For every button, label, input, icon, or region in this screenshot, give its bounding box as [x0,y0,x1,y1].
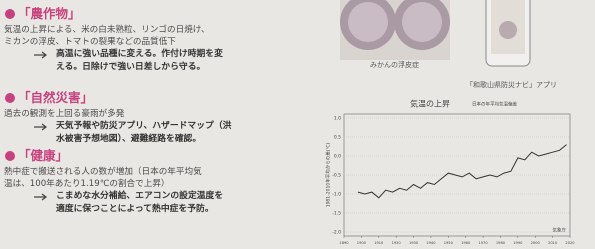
chart-subtitle: 日本の年平均気温偏差 [472,101,517,108]
photo-caption: 「和歌山県防災ナビ」アプリ [466,80,557,90]
photo-caption: みかんの浮皮症 [370,60,419,70]
x-tick-label: 2010 [548,241,558,245]
section-heading: 「農作物」 [4,6,319,22]
y-tick-label: -0.5 [332,173,341,179]
arrow [34,193,48,201]
x-tick-label: 1930 [409,241,419,245]
x-tick-label: 1950 [444,241,454,245]
x-tick-label: 1910 [374,241,384,245]
action-line: こまめな水分補給、エアコンの設定温度を [4,190,319,203]
body-line: 気温の上昇による、米の白未熟粒、リンゴの日焼け、 [4,24,319,36]
action-line: 天気予報や防災アプリ、ハザードマップ（洪 [4,120,319,133]
y-tick-label: 1.0 [334,116,341,122]
x-tick-label: 1940 [426,241,436,245]
body-line: 熱中症で搬送される人の数が増加（日本の年平均気 [4,166,319,178]
mikan-photo [340,0,450,60]
x-tick-label: 1890 [339,241,349,245]
body-line: 過去の観測を上回る豪雨が多発 [4,108,319,120]
section: 「健康」熱中症で搬送される人の数が増加（日本の年平均気温は、100年あたり1.1… [4,148,319,216]
arrow [34,51,48,59]
body-line: 温は、100年あたり1.19℃の割合で上昇） [4,178,319,190]
y-tick-label: 0.5 [334,135,341,141]
section-heading: 「健康」 [4,148,319,164]
chart: 気温の上昇 日本の年平均気温偏差 1981-2010年平均からの差(℃) 1.0 0.5… [322,99,582,249]
section: 「農作物」気温の上昇による、米の白未熟粒、リンゴの日焼け、ミカンの浮皮、トマトの… [4,6,319,74]
x-tick-label: 1990 [513,241,523,245]
action-line: 適度に保つことによって熱中症を予防。 [4,203,319,216]
y-tick-label: -1.5 [332,211,341,217]
arrow [34,123,48,131]
temperature-line [358,145,567,198]
y-axis-label: 1981-2010年平均からの差(℃) [325,142,332,207]
x-tick-label: 1970 [478,241,488,245]
x-tick-label: 1900 [357,241,367,245]
page: 「農作物」気温の上昇による、米の白未熟粒、リンゴの日焼け、ミカンの浮皮、トマトの… [0,0,595,249]
y-tick-label: -2.0 [332,230,341,236]
x-tick-label: 2000 [531,241,541,245]
app-photo [478,0,538,70]
y-tick-label: -1.0 [332,192,341,198]
x-tick-label: 2020 [565,241,575,245]
x-tick-label: 1960 [461,241,471,245]
action-line: 水被害予想地図）、避難経路を確認。 [4,133,319,146]
x-tick-label: 1920 [392,241,402,245]
body-line: ミカンの浮皮、トマトの裂果などの品質低下 [4,36,319,48]
section: 「自然災害」過去の観測を上回る豪雨が多発天気予報や防災アプリ、ハザードマップ（洪… [4,90,319,146]
x-tick-label: 1980 [496,241,506,245]
action-line: える。日除けで強い日差しから守る。 [4,61,319,74]
y-tick-label: 0.0 [334,154,341,160]
section-heading: 「自然災害」 [4,90,319,106]
chart-source: 気象庁 [553,227,567,234]
action-line: 高温に強い品種に変える。作付け時期を変 [4,48,319,61]
chart-title: 気温の上昇 [410,99,450,109]
